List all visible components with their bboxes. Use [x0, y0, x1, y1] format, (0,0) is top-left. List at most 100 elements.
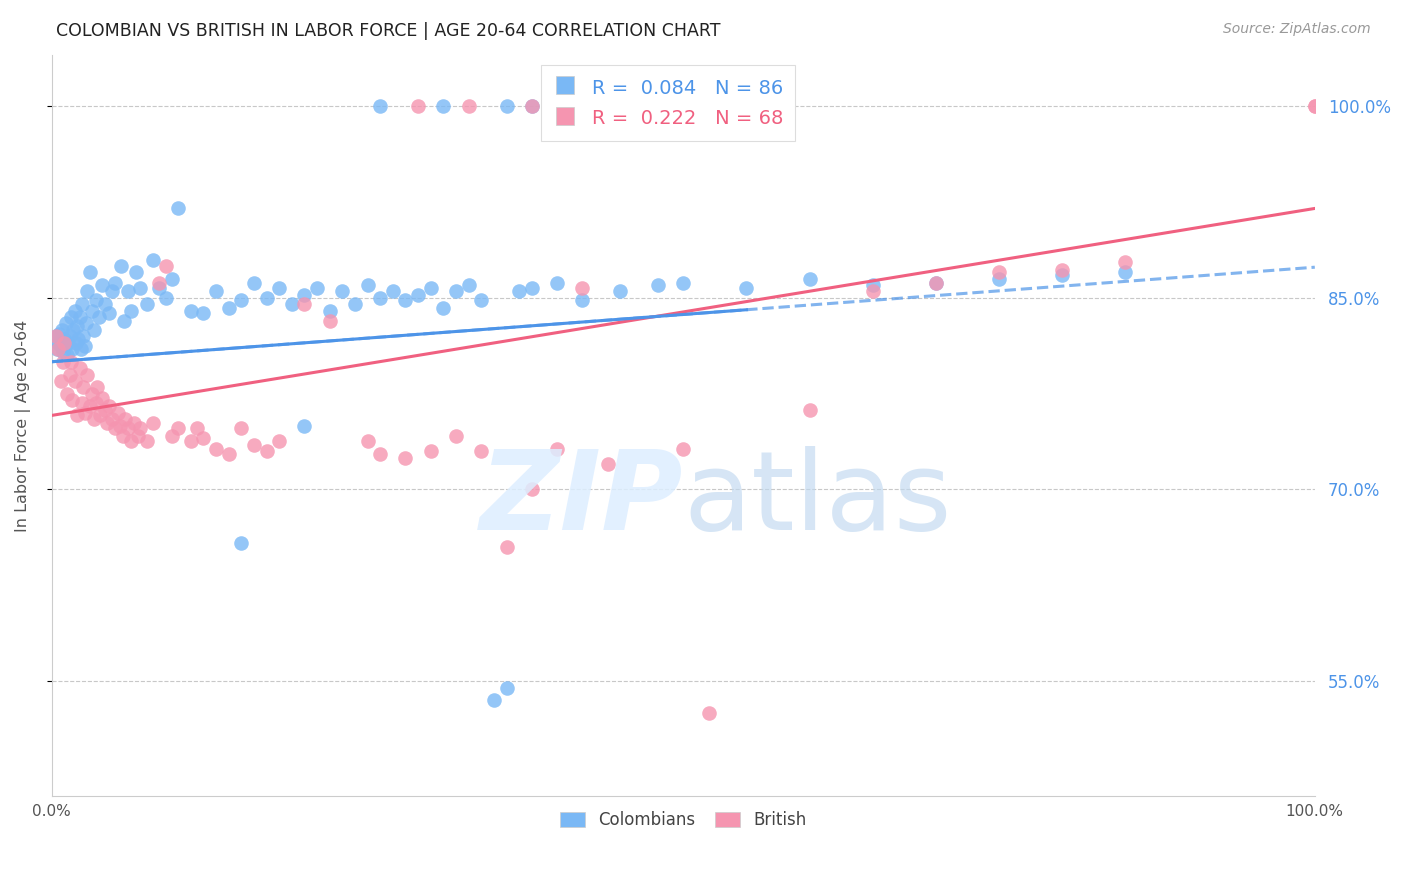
Point: [925, 276, 948, 290]
Text: Source: ZipAtlas.com: Source: ZipAtlas.com: [1223, 22, 1371, 37]
Point: [571, 280, 593, 294]
Point: [269, 434, 291, 448]
Point: [735, 280, 758, 294]
Point: [84, 395, 107, 409]
Point: [406, 288, 429, 302]
Point: [432, 301, 454, 315]
Point: [101, 285, 124, 299]
Point: [482, 693, 505, 707]
Point: [125, 265, 148, 279]
Point: [45, 342, 67, 356]
Point: [63, 374, 86, 388]
Point: [97, 400, 120, 414]
Point: [180, 303, 202, 318]
Point: [58, 368, 80, 382]
Point: [45, 329, 67, 343]
Point: [167, 202, 190, 216]
Point: [231, 293, 253, 308]
Point: [56, 386, 79, 401]
Point: [111, 429, 134, 443]
Point: [256, 444, 278, 458]
Point: [108, 418, 131, 433]
Point: [862, 285, 884, 299]
Point: [307, 280, 329, 294]
Point: [63, 303, 86, 318]
Point: [495, 681, 517, 695]
Point: [70, 395, 93, 409]
Point: [167, 421, 190, 435]
Point: [394, 450, 416, 465]
Y-axis label: In Labor Force | Age 20-64: In Labor Force | Age 20-64: [15, 319, 31, 532]
Point: [49, 374, 72, 388]
Point: [87, 310, 110, 324]
Point: [508, 285, 530, 299]
Point: [672, 442, 695, 456]
Point: [82, 303, 104, 318]
Point: [457, 278, 479, 293]
Point: [60, 393, 83, 408]
Point: [75, 317, 97, 331]
Point: [281, 297, 304, 311]
Point: [66, 409, 89, 423]
Point: [546, 442, 568, 456]
Point: [205, 285, 228, 299]
Point: [52, 355, 75, 369]
Point: [186, 421, 208, 435]
Point: [243, 438, 266, 452]
Point: [69, 361, 91, 376]
Point: [495, 540, 517, 554]
Point: [76, 285, 98, 299]
Point: [117, 285, 139, 299]
Point: [205, 442, 228, 456]
Point: [79, 265, 101, 279]
Point: [520, 280, 543, 294]
Point: [243, 276, 266, 290]
Point: [129, 421, 152, 435]
Point: [596, 457, 619, 471]
Point: [135, 297, 157, 311]
Point: [394, 293, 416, 308]
Point: [79, 400, 101, 414]
Point: [925, 276, 948, 290]
Point: [571, 293, 593, 308]
Point: [51, 323, 73, 337]
Point: [104, 276, 127, 290]
Point: [110, 259, 132, 273]
Point: [129, 280, 152, 294]
Point: [66, 318, 89, 333]
Point: [72, 329, 94, 343]
Point: [1050, 262, 1073, 277]
Point: [117, 421, 139, 435]
Point: [294, 418, 316, 433]
Point: [318, 303, 340, 318]
Point: [82, 386, 104, 401]
Point: [62, 323, 84, 337]
Point: [180, 434, 202, 448]
Text: atlas: atlas: [683, 446, 952, 553]
Point: [318, 314, 340, 328]
Point: [218, 447, 240, 461]
Text: ZIP: ZIP: [479, 446, 683, 553]
Point: [120, 303, 142, 318]
Point: [91, 391, 114, 405]
Point: [160, 429, 183, 443]
Point: [256, 291, 278, 305]
Point: [76, 368, 98, 382]
Point: [343, 297, 366, 311]
Point: [1114, 265, 1136, 279]
Point: [148, 276, 170, 290]
Point: [101, 412, 124, 426]
Point: [53, 332, 76, 346]
Point: [444, 429, 467, 443]
Point: [69, 310, 91, 324]
Point: [520, 99, 543, 113]
Point: [46, 342, 69, 356]
Point: [96, 416, 118, 430]
Point: [862, 278, 884, 293]
Point: [52, 344, 75, 359]
Point: [91, 278, 114, 293]
Point: [356, 278, 378, 293]
Point: [155, 259, 177, 273]
Point: [294, 288, 316, 302]
Point: [368, 291, 391, 305]
